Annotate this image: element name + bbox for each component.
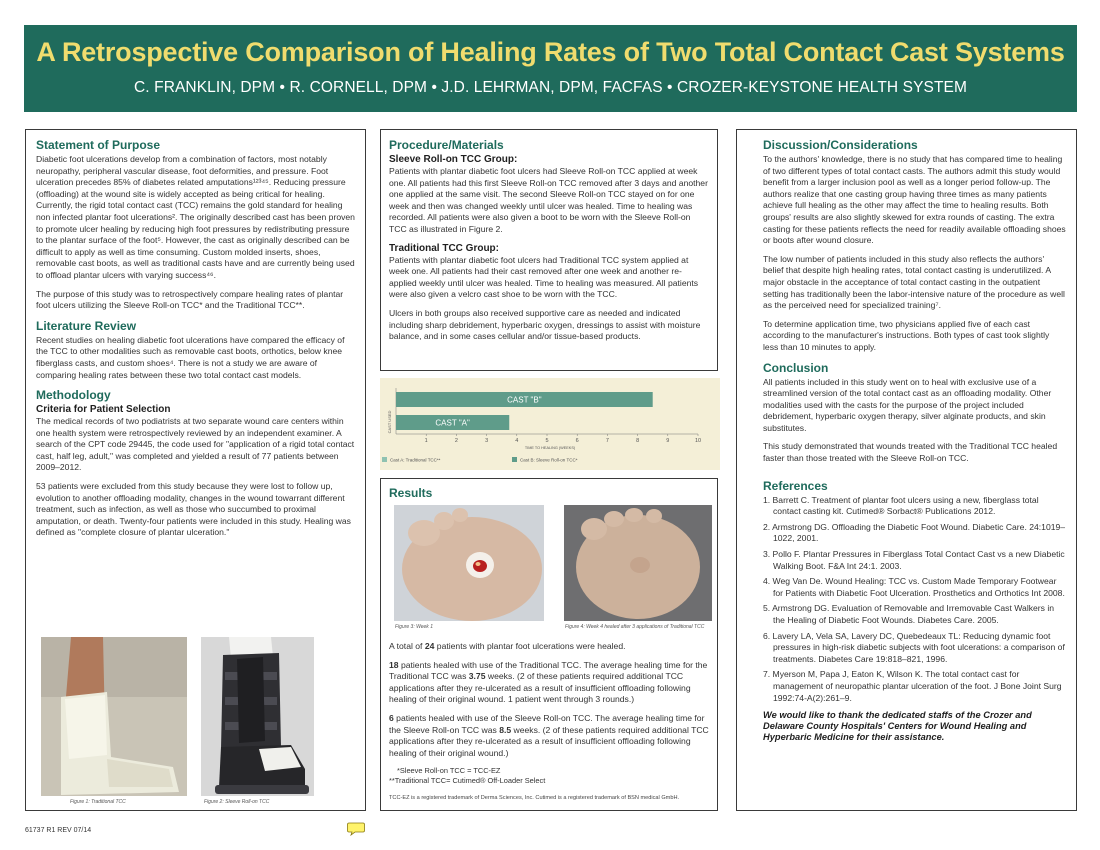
supportive-care-paragraph: Ulcers in both groups also received supp… [389,307,701,342]
poster-title: A Retrospective Comparison of Healing Ra… [36,37,1065,67]
reference-item: 3. Pollo F. Plantar Pressures in Fibergl… [763,549,1065,571]
healing-time-chart-panel: CAST USED 1 2 3 4 5 6 7 8 9 10 CAST "A" CAST "B" T… [380,378,720,470]
chart-x-tick-label: 4 [515,438,518,444]
sleeve-group-paragraph: Patients with plantar diabetic foot ulce… [389,166,708,234]
reference-item: 1. Barrett C. Treatment of plantar foot … [763,494,1039,517]
chart-x-axis-label: TIME TO HEALING (WEEKS) [525,446,576,450]
sleeve-healing-weeks: 8.5 [499,724,512,735]
chart-x-tick-label: 6 [576,438,579,444]
healing-time-chart: CAST USED 1 2 3 4 5 6 7 8 9 10 CAST "A" CAST "B" T… [382,388,701,463]
chart-x-tick-label: 9 [666,438,669,444]
chart-legend-swatch [512,457,517,462]
author-line: C. FRANKLIN, DPM • R. CORNELL, DPM • J.D… [134,79,967,96]
references-list: 1. Barrett C. Treatment of plantar foot … [763,495,1066,705]
figure-1-caption: Figure 1: Traditional TCC [70,799,126,805]
reference-item: 7. Myerson M, Papa J, Eaton K, Wilson K.… [763,669,1062,703]
figure-1-traditional-tcc-photo [41,637,187,796]
purpose-paragraph-1: Diabetic foot ulcerations develop from a… [36,154,355,280]
figure-3-week1-ulcer-photo [394,505,544,621]
reference-item: 6. Lavery LA, Vela SA, Lavery DC, Quebed… [763,630,1065,664]
results-heading: Results [389,486,433,500]
results-total-paragraph: A total of 24 patients with plantar foot… [389,641,626,651]
results-sleeve-paragraph: 6 patients healed with use of the Sleeve… [389,712,709,758]
reference-item: 5. Armstrong DG. Evaluation of Removable… [763,603,1055,625]
traditional-group-subheading: Traditional TCC Group: [389,242,499,254]
footnote-traditional: **Traditional TCC= Cutimed® Off-Loader S… [389,775,546,785]
poster-header: A Retrospective Comparison of Healing Ra… [24,25,1077,112]
purpose-paragraph-2: The purpose of this study was to retrosp… [36,288,344,311]
figure-2-caption: Figure 2: Sleeve Roll-on TCC [204,799,270,805]
results-panel: Results Figure 3: Week 1 Figure 4: Week … [380,478,718,811]
chart-bar-label: CAST "A" [435,419,470,428]
chart-x-tick-label: 1 [425,438,428,444]
methodology-paragraph-1: The medical records of two podiatrists a… [36,416,355,473]
trademark-note: TCC-EZ is a registered trademark of Derm… [389,795,680,802]
results-traditional-paragraph: 18 patients healed with use of the Tradi… [389,659,708,705]
procedure-panel: Procedure/Materials Sleeve Roll-on TCC G… [380,129,718,371]
criteria-subheading: Criteria for Patient Selection [36,404,171,416]
chart-bar-label: CAST "B" [507,396,542,405]
chart-x-tick-label: 2 [455,438,458,444]
traditional-patient-count: 18 [389,659,399,670]
chart-legend-swatch [382,457,387,462]
procedure-heading: Procedure/Materials [389,138,504,152]
chart-x-tick-label: 10 [695,438,701,444]
conclusion-heading: Conclusion [763,360,829,375]
references-heading: References [763,478,828,493]
figure-2-sleeve-tcc-photo [201,637,314,796]
print-code: 61737 R1 REV 07/14 [25,827,92,834]
literature-heading: Literature Review [36,318,137,333]
chart-legend-label: Cast B: Sleeve Roll-on TCC* [520,458,578,463]
chart-y-axis-label: CAST USED [387,410,392,433]
discussion-paragraph-2: The low number of patients included in t… [763,253,1065,311]
right-column: Discussion/Considerations To the authors… [736,129,1077,811]
chart-x-tick-label: 5 [545,438,548,444]
footnote-sleeve: *Sleeve Roll-on TCC = TCC-EZ [397,766,501,776]
purpose-heading: Statement of Purpose [36,138,161,152]
literature-paragraph: Recent studies on healing diabetic foot … [36,334,345,380]
chart-x-tick-label: 7 [606,438,609,444]
methodology-paragraph-2: 53 patients were excluded from this stud… [36,481,351,538]
acknowledgement: We would like to thank the dedicated sta… [763,710,1032,743]
chart-bar [396,415,510,430]
traditional-healing-weeks: 3.75 [468,671,486,682]
chart-x-tick-label: 8 [636,438,639,444]
methodology-heading: Methodology [36,388,111,403]
chart-x-tick-label: 3 [485,438,488,444]
figure-4-week4-healed-photo [564,505,712,621]
discussion-paragraph-1: To the authors' knowledge, there is no s… [763,154,1066,246]
discussion-paragraph-3: To determine application time, two physi… [763,318,1050,352]
traditional-group-paragraph: Patients with plantar diabetic foot ulce… [389,254,699,300]
figure-4-caption: Figure 4: Week 4 healed after 3 applicat… [565,624,705,630]
comment-note-icon[interactable] [347,822,365,836]
chart-legend-label: Cast A: Traditional TCC** [390,458,441,463]
conclusion-paragraph-2: This study demonstrated that wounds trea… [763,441,1058,464]
conclusion-paragraph-1: All patients included in this study went… [763,376,1052,433]
total-patient-count: 24 [424,641,435,651]
figure-3-caption: Figure 3: Week 1 [395,624,433,630]
reference-item: 4. Weg Van De. Wound Healing: TCC vs. Cu… [763,576,1065,598]
chart-bar [396,392,653,407]
sleeve-group-subheading: Sleeve Roll-on TCC Group: [389,154,518,165]
reference-item: 2. Armstrong DG. Offloading the Diabetic… [763,521,1066,544]
discussion-heading: Discussion/Considerations [763,138,918,152]
sleeve-patient-count: 6 [389,712,394,723]
